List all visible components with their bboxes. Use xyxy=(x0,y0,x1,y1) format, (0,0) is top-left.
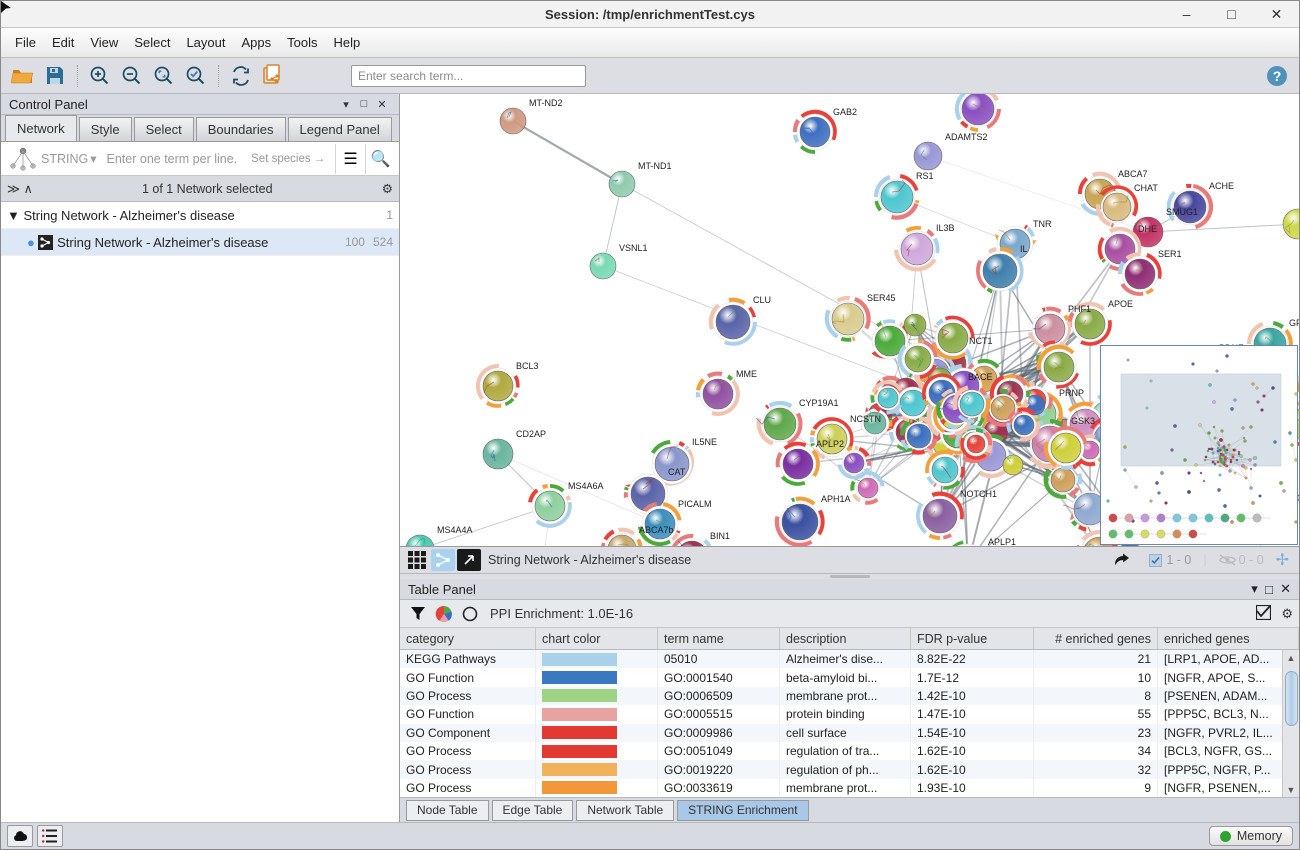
svg-text:GAB2: GAB2 xyxy=(833,107,857,117)
svg-text:MME: MME xyxy=(736,369,757,379)
svg-text:CLU: CLU xyxy=(753,295,771,305)
svg-text:MT-ND1: MT-ND1 xyxy=(638,161,672,171)
svg-text:MT-ND2: MT-ND2 xyxy=(529,98,563,108)
svg-text:APOE: APOE xyxy=(1108,299,1133,309)
svg-text:NCT1: NCT1 xyxy=(969,336,993,346)
svg-text:PHF1: PHF1 xyxy=(1068,304,1091,314)
svg-text:SMUG1: SMUG1 xyxy=(1166,207,1198,217)
svg-text:PRNP: PRNP xyxy=(1059,388,1084,398)
svg-text:TNR: TNR xyxy=(1033,219,1052,229)
svg-text:SER45: SER45 xyxy=(867,293,896,303)
svg-text:BIN1: BIN1 xyxy=(710,531,730,541)
svg-text:CD2AP: CD2AP xyxy=(516,429,546,439)
svg-text:IL: IL xyxy=(1020,244,1028,254)
svg-text:GSK3: GSK3 xyxy=(1071,416,1095,426)
svg-text:APLP1: APLP1 xyxy=(988,537,1016,547)
svg-text:PICALM: PICALM xyxy=(678,499,712,509)
svg-text:ADAMTS2: ADAMTS2 xyxy=(945,132,988,142)
svg-text:ABCA7b: ABCA7b xyxy=(639,525,674,535)
svg-text:?: ? xyxy=(1273,68,1282,84)
svg-text:NCSTN: NCSTN xyxy=(850,414,881,424)
svg-text:APLP2: APLP2 xyxy=(816,439,844,449)
svg-text:CAT: CAT xyxy=(668,467,686,477)
svg-text:MS4A6A: MS4A6A xyxy=(568,481,604,491)
svg-text:ACHE: ACHE xyxy=(1209,181,1234,191)
svg-text:CYP19A1: CYP19A1 xyxy=(799,398,839,408)
svg-text:IL5NE: IL5NE xyxy=(692,437,717,447)
svg-text:VSNL1: VSNL1 xyxy=(619,243,648,253)
svg-text:IL3B: IL3B xyxy=(936,223,955,233)
svg-text:ABCA7: ABCA7 xyxy=(1118,169,1148,179)
svg-text:BACE: BACE xyxy=(968,372,993,382)
svg-text:GFAP: GFAP xyxy=(1289,318,1299,328)
svg-text:SER1: SER1 xyxy=(1158,249,1182,259)
svg-text:DHE: DHE xyxy=(1138,224,1157,234)
svg-text:BCL3: BCL3 xyxy=(516,361,539,371)
svg-text:NOTCH1: NOTCH1 xyxy=(960,489,997,499)
svg-text:RS1: RS1 xyxy=(916,171,934,181)
svg-text:APH1A: APH1A xyxy=(821,494,851,504)
svg-text:MS4A4A: MS4A4A xyxy=(437,525,473,535)
svg-text:CHAT: CHAT xyxy=(1134,183,1158,193)
